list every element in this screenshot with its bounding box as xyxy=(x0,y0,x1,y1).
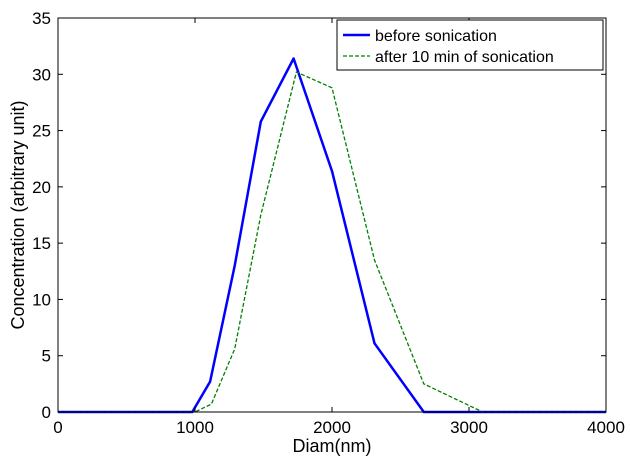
x-tick-label: 4000 xyxy=(587,418,625,437)
y-tick-label: 35 xyxy=(32,9,51,28)
y-tick-label: 30 xyxy=(32,65,51,84)
y-tick-label: 10 xyxy=(32,290,51,309)
y-tick-label: 25 xyxy=(32,122,51,141)
legend: before sonication after 10 min of sonica… xyxy=(336,19,604,71)
series-line-0 xyxy=(58,57,606,414)
x-tick-label: 0 xyxy=(53,418,62,437)
y-tick-label: 15 xyxy=(32,234,51,253)
series-line-1 xyxy=(58,71,606,413)
series-layer xyxy=(58,57,606,414)
y-tick-label: 0 xyxy=(42,403,51,422)
ticks-layer xyxy=(57,17,607,413)
y-axis-label: Concentration (arbitrary unit) xyxy=(8,100,28,329)
legend-label-before-sonication: before sonication xyxy=(375,28,497,45)
y-tick-label: 5 xyxy=(42,347,51,366)
legend-box xyxy=(336,19,604,71)
tick-labels: 0 1000 2000 3000 4000 0 5 10 15 20 25 30 35 xyxy=(32,9,625,437)
legend-label-after-sonication: after 10 min of sonication xyxy=(375,49,554,66)
x-axis-label: Diam(nm) xyxy=(293,436,372,456)
plot-area xyxy=(58,18,606,412)
y-tick-label: 20 xyxy=(32,178,51,197)
x-tick-label: 2000 xyxy=(313,418,351,437)
x-tick-label: 3000 xyxy=(450,418,488,437)
x-tick-label: 1000 xyxy=(176,418,214,437)
